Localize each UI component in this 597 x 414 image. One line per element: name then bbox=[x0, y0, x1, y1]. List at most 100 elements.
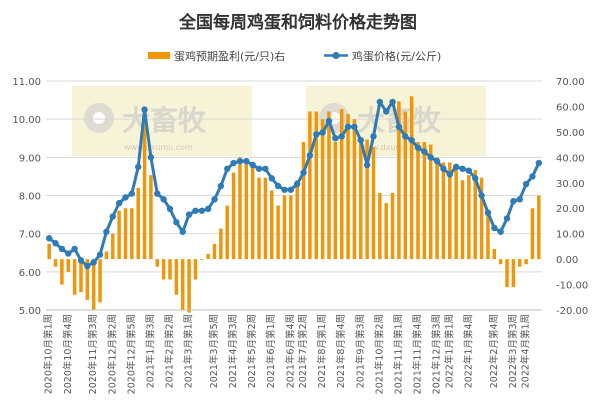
x-tick-label: 2021年10月第2周 bbox=[373, 314, 385, 394]
line-point bbox=[376, 98, 384, 106]
line-point bbox=[90, 259, 97, 266]
line-point bbox=[154, 190, 161, 197]
line-point bbox=[293, 180, 301, 188]
line-point bbox=[109, 213, 116, 220]
x-axis: 2020年10月第1周 2020年10月第4周 2020年11月第3周 2020年12… bbox=[43, 309, 542, 394]
line-point bbox=[402, 133, 409, 140]
bar bbox=[397, 101, 401, 260]
line-point bbox=[522, 180, 530, 188]
bar bbox=[282, 195, 287, 260]
bar bbox=[308, 111, 312, 260]
bar bbox=[422, 142, 427, 260]
line-point bbox=[224, 165, 231, 172]
bar bbox=[238, 157, 242, 260]
x-tick-label: 2021年11月第1周 bbox=[392, 314, 404, 394]
bar bbox=[467, 175, 471, 260]
bar bbox=[174, 259, 179, 295]
line-point bbox=[236, 157, 244, 165]
bar bbox=[505, 259, 509, 288]
right-axis: -20.00 -10.00 0.00 10.00 20.00 30.00 40.00 50.0… bbox=[556, 77, 588, 317]
bar bbox=[180, 259, 185, 310]
bar bbox=[479, 177, 484, 260]
line-point bbox=[281, 186, 288, 193]
bar bbox=[187, 259, 191, 313]
x-tick-label: 2021年9月第3周 bbox=[354, 314, 366, 388]
line-point bbox=[141, 106, 148, 113]
watermark-left: 大畜牧 www.dxumu.com bbox=[72, 86, 252, 156]
line-point bbox=[147, 154, 155, 161]
bar bbox=[136, 187, 140, 260]
left-tick-label: 7.00 bbox=[19, 230, 41, 241]
bar bbox=[149, 175, 153, 260]
x-tick-label: 2022年1月第1周 bbox=[443, 314, 455, 388]
line-point bbox=[389, 98, 396, 106]
line-point bbox=[351, 123, 358, 130]
line-point bbox=[160, 196, 167, 203]
line-point bbox=[135, 163, 142, 171]
line-point bbox=[185, 211, 193, 218]
line-point bbox=[344, 123, 352, 130]
x-tick-label: 2021年7月第2周 bbox=[297, 314, 309, 388]
bar bbox=[441, 162, 446, 260]
line-point bbox=[287, 186, 295, 193]
bar bbox=[435, 157, 439, 260]
bar bbox=[530, 208, 535, 260]
line-point bbox=[45, 235, 53, 242]
left-tick-label: 6.00 bbox=[19, 268, 41, 279]
line-point bbox=[338, 133, 345, 140]
bar bbox=[378, 192, 382, 260]
bar bbox=[301, 142, 306, 260]
line-point bbox=[446, 171, 453, 178]
left-tick-label: 8.00 bbox=[19, 192, 41, 203]
line-point bbox=[179, 228, 186, 235]
right-tick-label: 20.00 bbox=[556, 204, 585, 215]
bar bbox=[263, 177, 268, 260]
bar bbox=[111, 233, 115, 260]
line-point bbox=[319, 129, 326, 136]
bar bbox=[314, 111, 319, 260]
right-tick-label: -10.00 bbox=[556, 281, 588, 292]
x-tick-label: 2021年11月第4周 bbox=[412, 314, 424, 394]
bar bbox=[365, 139, 369, 260]
x-tick-label: 2021年3月第5周 bbox=[208, 314, 220, 388]
line-point bbox=[357, 136, 364, 144]
x-tick-label: 2022年1月第4周 bbox=[462, 314, 474, 388]
line-point bbox=[204, 205, 212, 213]
x-tick-label: 2021年8月第4周 bbox=[335, 314, 347, 388]
line-point bbox=[459, 165, 466, 172]
x-tick-label: 2021年4月第3周 bbox=[227, 314, 239, 388]
x-tick-label: 2021年2月第2周 bbox=[164, 314, 176, 388]
bar bbox=[244, 159, 249, 260]
line-point bbox=[52, 240, 59, 247]
x-tick-label: 2021年6月第4周 bbox=[284, 314, 296, 388]
bar bbox=[454, 167, 458, 260]
bar bbox=[359, 142, 363, 260]
bar bbox=[448, 162, 452, 260]
bar bbox=[85, 259, 90, 300]
line-point bbox=[516, 196, 523, 203]
line-point bbox=[332, 135, 339, 142]
line-point bbox=[58, 245, 66, 253]
line-point bbox=[103, 228, 110, 235]
right-tick-label: 70.00 bbox=[556, 77, 585, 88]
bar bbox=[47, 243, 51, 260]
bar bbox=[250, 164, 255, 260]
x-tick-label: 2021年3月第1周 bbox=[183, 314, 195, 388]
right-tick-label: 30.00 bbox=[556, 179, 585, 190]
bar bbox=[66, 259, 71, 272]
bar bbox=[200, 259, 204, 260]
line-point bbox=[503, 215, 511, 222]
bar bbox=[537, 195, 541, 260]
bar bbox=[473, 170, 477, 260]
x-tick-label: 2021年1月第3周 bbox=[144, 314, 156, 388]
bar bbox=[403, 111, 408, 260]
bar bbox=[409, 96, 414, 260]
right-tick-label: 60.00 bbox=[556, 102, 585, 113]
bar bbox=[320, 119, 325, 260]
x-tick-label: 2022年2月第4周 bbox=[488, 314, 500, 388]
x-tick-label: 2021年6月第1周 bbox=[265, 314, 277, 388]
bar bbox=[384, 203, 388, 260]
watermark-left-subtext: www.dxumu.com bbox=[124, 143, 193, 152]
